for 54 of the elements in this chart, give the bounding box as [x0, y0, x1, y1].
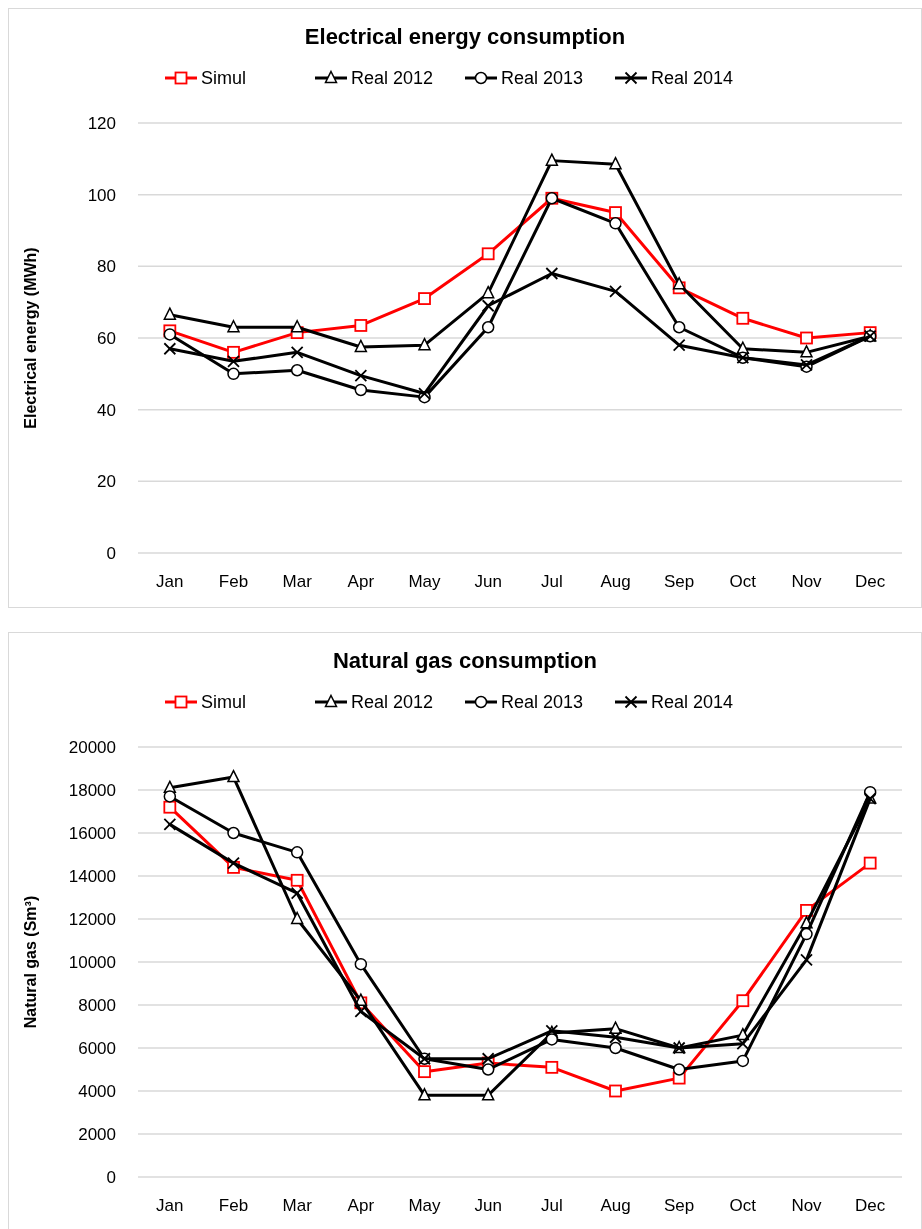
x-tick-label: Apr: [347, 572, 375, 591]
x-tick-label: Apr: [347, 1196, 375, 1215]
x-tick-label: May: [408, 1196, 442, 1215]
y-tick-label: 16000: [68, 823, 116, 843]
x-tick-label: Aug: [600, 1196, 631, 1215]
legend-label: Simul: [201, 68, 247, 89]
x-tick-label: Jan: [156, 1196, 184, 1215]
x-tick-label: Oct: [729, 572, 757, 591]
x-tick-label: Mar: [282, 572, 313, 591]
y-tick-label: 4000: [78, 1081, 116, 1101]
legend-label: Real 2013: [501, 692, 584, 713]
legend-label: Real 2014: [651, 68, 734, 89]
legend-label: Simul: [201, 692, 247, 713]
x-tick-label: May: [408, 572, 442, 591]
x-tick-label: Dec: [855, 572, 886, 591]
x-tick-label: Jul: [540, 1196, 563, 1215]
chart-title: Electrical energy consumption: [304, 24, 626, 49]
y-tick-label: 0: [106, 1167, 116, 1187]
x-tick-label: Nov: [791, 572, 823, 591]
y-tick-label: 10000: [68, 952, 116, 972]
y-tick-label: 20000: [68, 737, 116, 757]
y-tick-label: 40: [97, 400, 116, 420]
y-tick-label: 100: [87, 185, 116, 205]
y-axis-title: Natural gas (Sm³): [22, 895, 39, 1029]
x-tick-label: Jan: [156, 572, 184, 591]
x-tick-label: Feb: [218, 572, 249, 591]
x-tick-label: Jul: [540, 572, 563, 591]
chart-title: Natural gas consumption: [332, 648, 598, 673]
legend-label: Real 2014: [651, 692, 734, 713]
y-tick-label: 14000: [68, 866, 116, 886]
y-tick-label: 8000: [78, 995, 116, 1015]
y-tick-label: 6000: [78, 1038, 116, 1058]
y-tick-label: 0: [106, 543, 116, 563]
legend-label: Real 2013: [501, 68, 584, 89]
legend-label: Real 2012: [351, 68, 434, 89]
x-tick-label: Jun: [474, 572, 502, 591]
x-tick-label: Jun: [474, 1196, 502, 1215]
x-tick-label: Mar: [282, 1196, 313, 1215]
x-tick-label: Sep: [664, 1196, 695, 1215]
x-tick-label: Sep: [664, 572, 695, 591]
y-tick-label: 2000: [78, 1124, 116, 1144]
y-tick-label: 18000: [68, 780, 116, 800]
y-tick-label: 12000: [68, 909, 116, 929]
y-tick-label: 20: [97, 472, 116, 492]
x-tick-label: Aug: [600, 572, 631, 591]
x-tick-label: Oct: [729, 1196, 757, 1215]
y-axis-title: Electrical energy (MWh): [22, 247, 39, 429]
y-tick-label: 80: [97, 257, 116, 277]
x-tick-label: Feb: [218, 1196, 249, 1215]
x-tick-label: Dec: [855, 1196, 886, 1215]
y-tick-label: 120: [87, 113, 116, 133]
x-tick-label: Nov: [791, 1196, 823, 1215]
y-tick-label: 60: [97, 328, 116, 348]
legend-label: Real 2012: [351, 692, 434, 713]
